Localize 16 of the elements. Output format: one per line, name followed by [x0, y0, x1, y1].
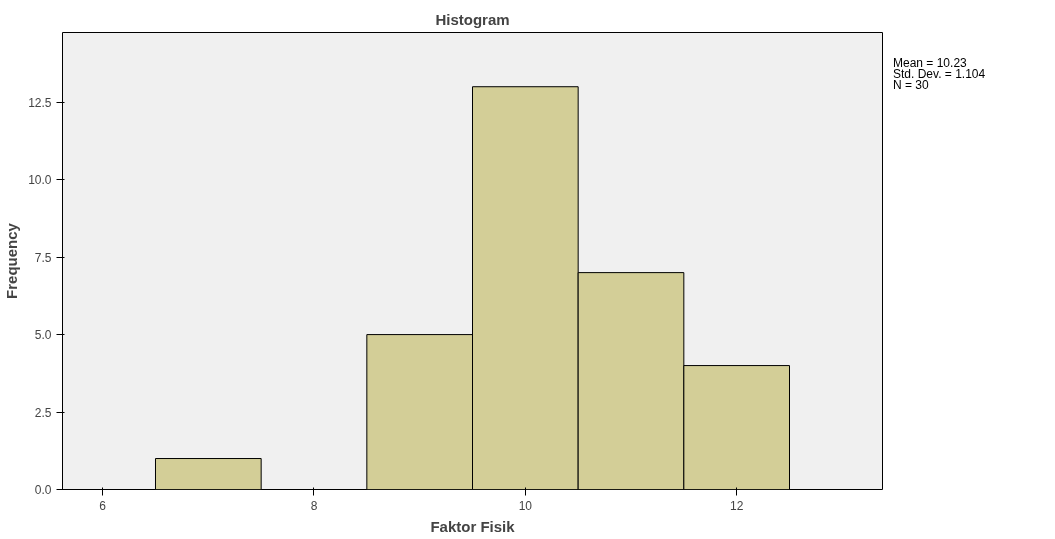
y-tick-label: 0.0: [34, 483, 52, 497]
x-tick-label: 12: [730, 498, 744, 513]
x-axis-title: Faktor Fisik: [430, 517, 516, 535]
y-tick-label: 2.5: [34, 405, 52, 420]
x-tick-label: 10: [518, 498, 533, 513]
y-tick-label: 5.0: [34, 328, 52, 343]
text: Mean = 10.23: [893, 56, 967, 70]
y-axis-title: Frequency: [3, 222, 21, 299]
y-tick-label: 12.5: [28, 95, 52, 110]
text: N = 30: [893, 78, 929, 92]
chart-title: Histogram: [435, 10, 510, 28]
x-tick-label: 8: [310, 498, 318, 513]
y-tick-label: 7.5: [34, 250, 52, 265]
text: Std. Dev. = 1.104: [893, 67, 986, 81]
y-tick-label: 10.0: [28, 173, 52, 188]
x-tick-label: 6: [99, 498, 107, 513]
